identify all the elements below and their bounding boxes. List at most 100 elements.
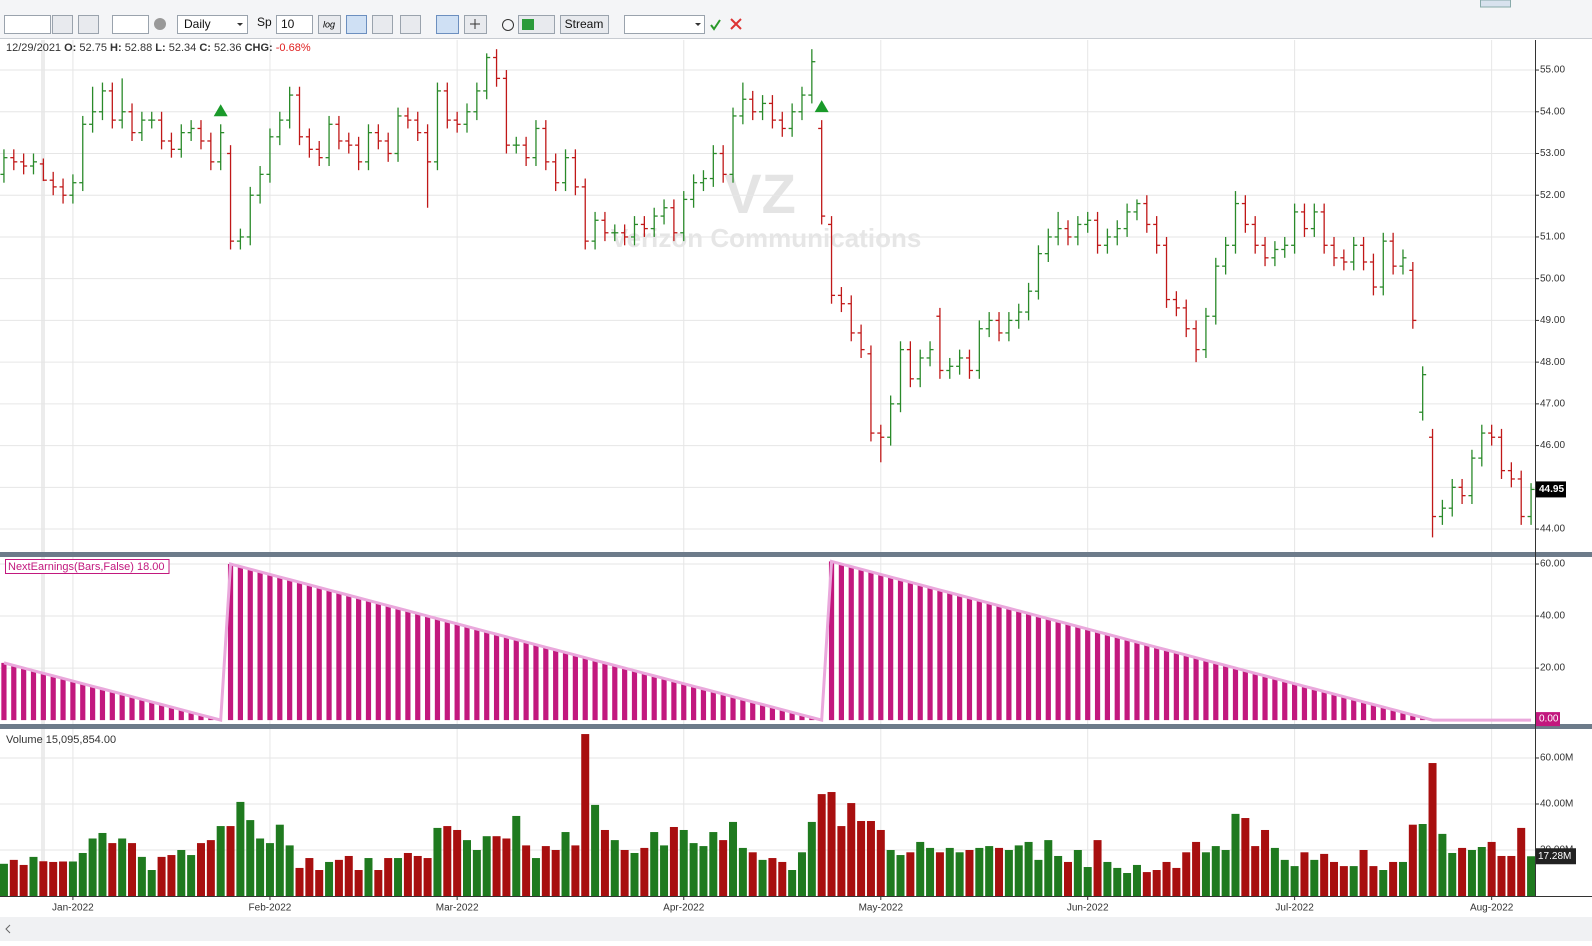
volume-bar — [453, 829, 462, 896]
volume-bar — [935, 852, 944, 896]
window-button[interactable] — [1480, 0, 1511, 8]
volume-bar — [1172, 867, 1181, 896]
volume-bar — [1054, 855, 1063, 896]
earnings-marker — [213, 104, 228, 117]
volume-bar — [748, 852, 757, 896]
indicator-bar — [474, 629, 480, 721]
indicator-bar — [848, 566, 854, 721]
volume-bar — [1192, 841, 1201, 896]
volume-bar — [492, 836, 501, 896]
settings-icon[interactable] — [154, 18, 166, 30]
y-tick-label: 20.00 — [1540, 663, 1565, 674]
volume-bar — [729, 821, 738, 896]
y-tick-label: 47.00 — [1540, 399, 1565, 410]
volume-bar — [1458, 847, 1467, 896]
indicator-bar — [385, 605, 391, 721]
sp-input[interactable] — [276, 15, 313, 34]
volume-bar — [1359, 849, 1368, 896]
view-button[interactable] — [400, 15, 421, 34]
y-tick-label: 48.00 — [1540, 357, 1565, 368]
indicator-bar — [1055, 621, 1061, 721]
stream-button[interactable] — [560, 15, 609, 34]
volume-bar — [1527, 856, 1536, 896]
volume-bar — [926, 847, 935, 896]
volume-bar — [571, 845, 580, 896]
volume-bar — [995, 847, 1004, 896]
interval-select[interactable] — [177, 15, 248, 34]
hdr-date: 12/29/2021 — [6, 42, 61, 54]
volume-bar — [1132, 864, 1141, 896]
indicator-bar — [730, 696, 736, 721]
indicator-bar — [247, 569, 253, 721]
indicator-bar — [779, 709, 785, 721]
volume-bar — [39, 861, 48, 896]
indicator-bar — [405, 610, 411, 721]
indicator-bar — [149, 701, 155, 721]
volume-bar — [1310, 859, 1319, 896]
volume-bar — [669, 826, 678, 896]
indicator-bar — [493, 634, 500, 721]
volume-bar — [384, 858, 393, 896]
volume-bar — [305, 858, 314, 896]
volume-bar — [413, 855, 422, 896]
refresh-button[interactable] — [78, 15, 99, 34]
volume-bar — [1261, 829, 1270, 896]
view-button[interactable] — [372, 15, 393, 34]
volume-bar — [817, 794, 826, 896]
volume-bar — [1044, 840, 1053, 896]
volume-bar — [630, 852, 639, 896]
volume-bar — [364, 858, 373, 896]
indicator-bar — [484, 631, 490, 721]
volume-bar — [610, 840, 619, 896]
view-button[interactable] — [346, 15, 367, 34]
indicator-bar — [553, 649, 559, 721]
chart-type-select[interactable] — [112, 15, 149, 34]
volume-bar — [265, 843, 274, 896]
indicator-bar — [1400, 712, 1406, 721]
last-volume-box — [1536, 848, 1576, 865]
volume-bar — [1320, 853, 1329, 896]
hdr-label: C: — [199, 42, 211, 54]
indicator-bar — [1045, 618, 1051, 721]
y-tick-label: 40.00 — [1540, 611, 1565, 622]
circle-icon[interactable] — [502, 19, 514, 31]
last-value-box — [1536, 712, 1560, 727]
scroll-left[interactable] — [5, 924, 11, 934]
volume-bar — [945, 847, 954, 896]
cancel-icon[interactable] — [730, 18, 742, 30]
volume-bar — [472, 849, 481, 896]
apply-icon[interactable] — [710, 19, 721, 31]
volume-bar — [1280, 859, 1289, 896]
sp-value: 10 — [281, 17, 295, 31]
indicator-bar — [503, 636, 510, 721]
log-button[interactable] — [318, 15, 341, 34]
volume-bar — [177, 849, 186, 896]
indicator-bar — [1272, 678, 1278, 721]
volume-bar — [403, 852, 412, 896]
volume-bar — [374, 870, 383, 896]
volume-bar — [640, 847, 649, 896]
symbol-input[interactable] — [4, 15, 51, 34]
toolbar-bg — [0, 0, 1592, 38]
x-tick-label: May-2022 — [859, 903, 904, 914]
scrollbar[interactable] — [0, 917, 1592, 941]
link-button[interactable] — [52, 15, 73, 34]
indicator-bar — [947, 592, 953, 721]
volume-bar — [1152, 870, 1161, 896]
study-select[interactable] — [624, 15, 705, 34]
cursor-button[interactable] — [436, 15, 459, 34]
indicator-bar — [356, 597, 362, 721]
hdr-value: 52.34 — [169, 42, 197, 54]
volume-bar — [1221, 849, 1230, 896]
y-tick-label: 60.00 — [1540, 559, 1565, 570]
indicator-bar — [1351, 699, 1357, 721]
volume-bar — [196, 843, 205, 896]
indicator-bar — [592, 660, 598, 721]
volume-bar — [118, 838, 127, 896]
indicator-bar — [1321, 691, 1327, 721]
y-tick-label: 50.00 — [1540, 273, 1565, 284]
indicator-bar — [750, 701, 756, 721]
volume-bar — [275, 824, 284, 896]
volume-bar — [955, 852, 964, 896]
indicator-bar — [622, 668, 628, 721]
